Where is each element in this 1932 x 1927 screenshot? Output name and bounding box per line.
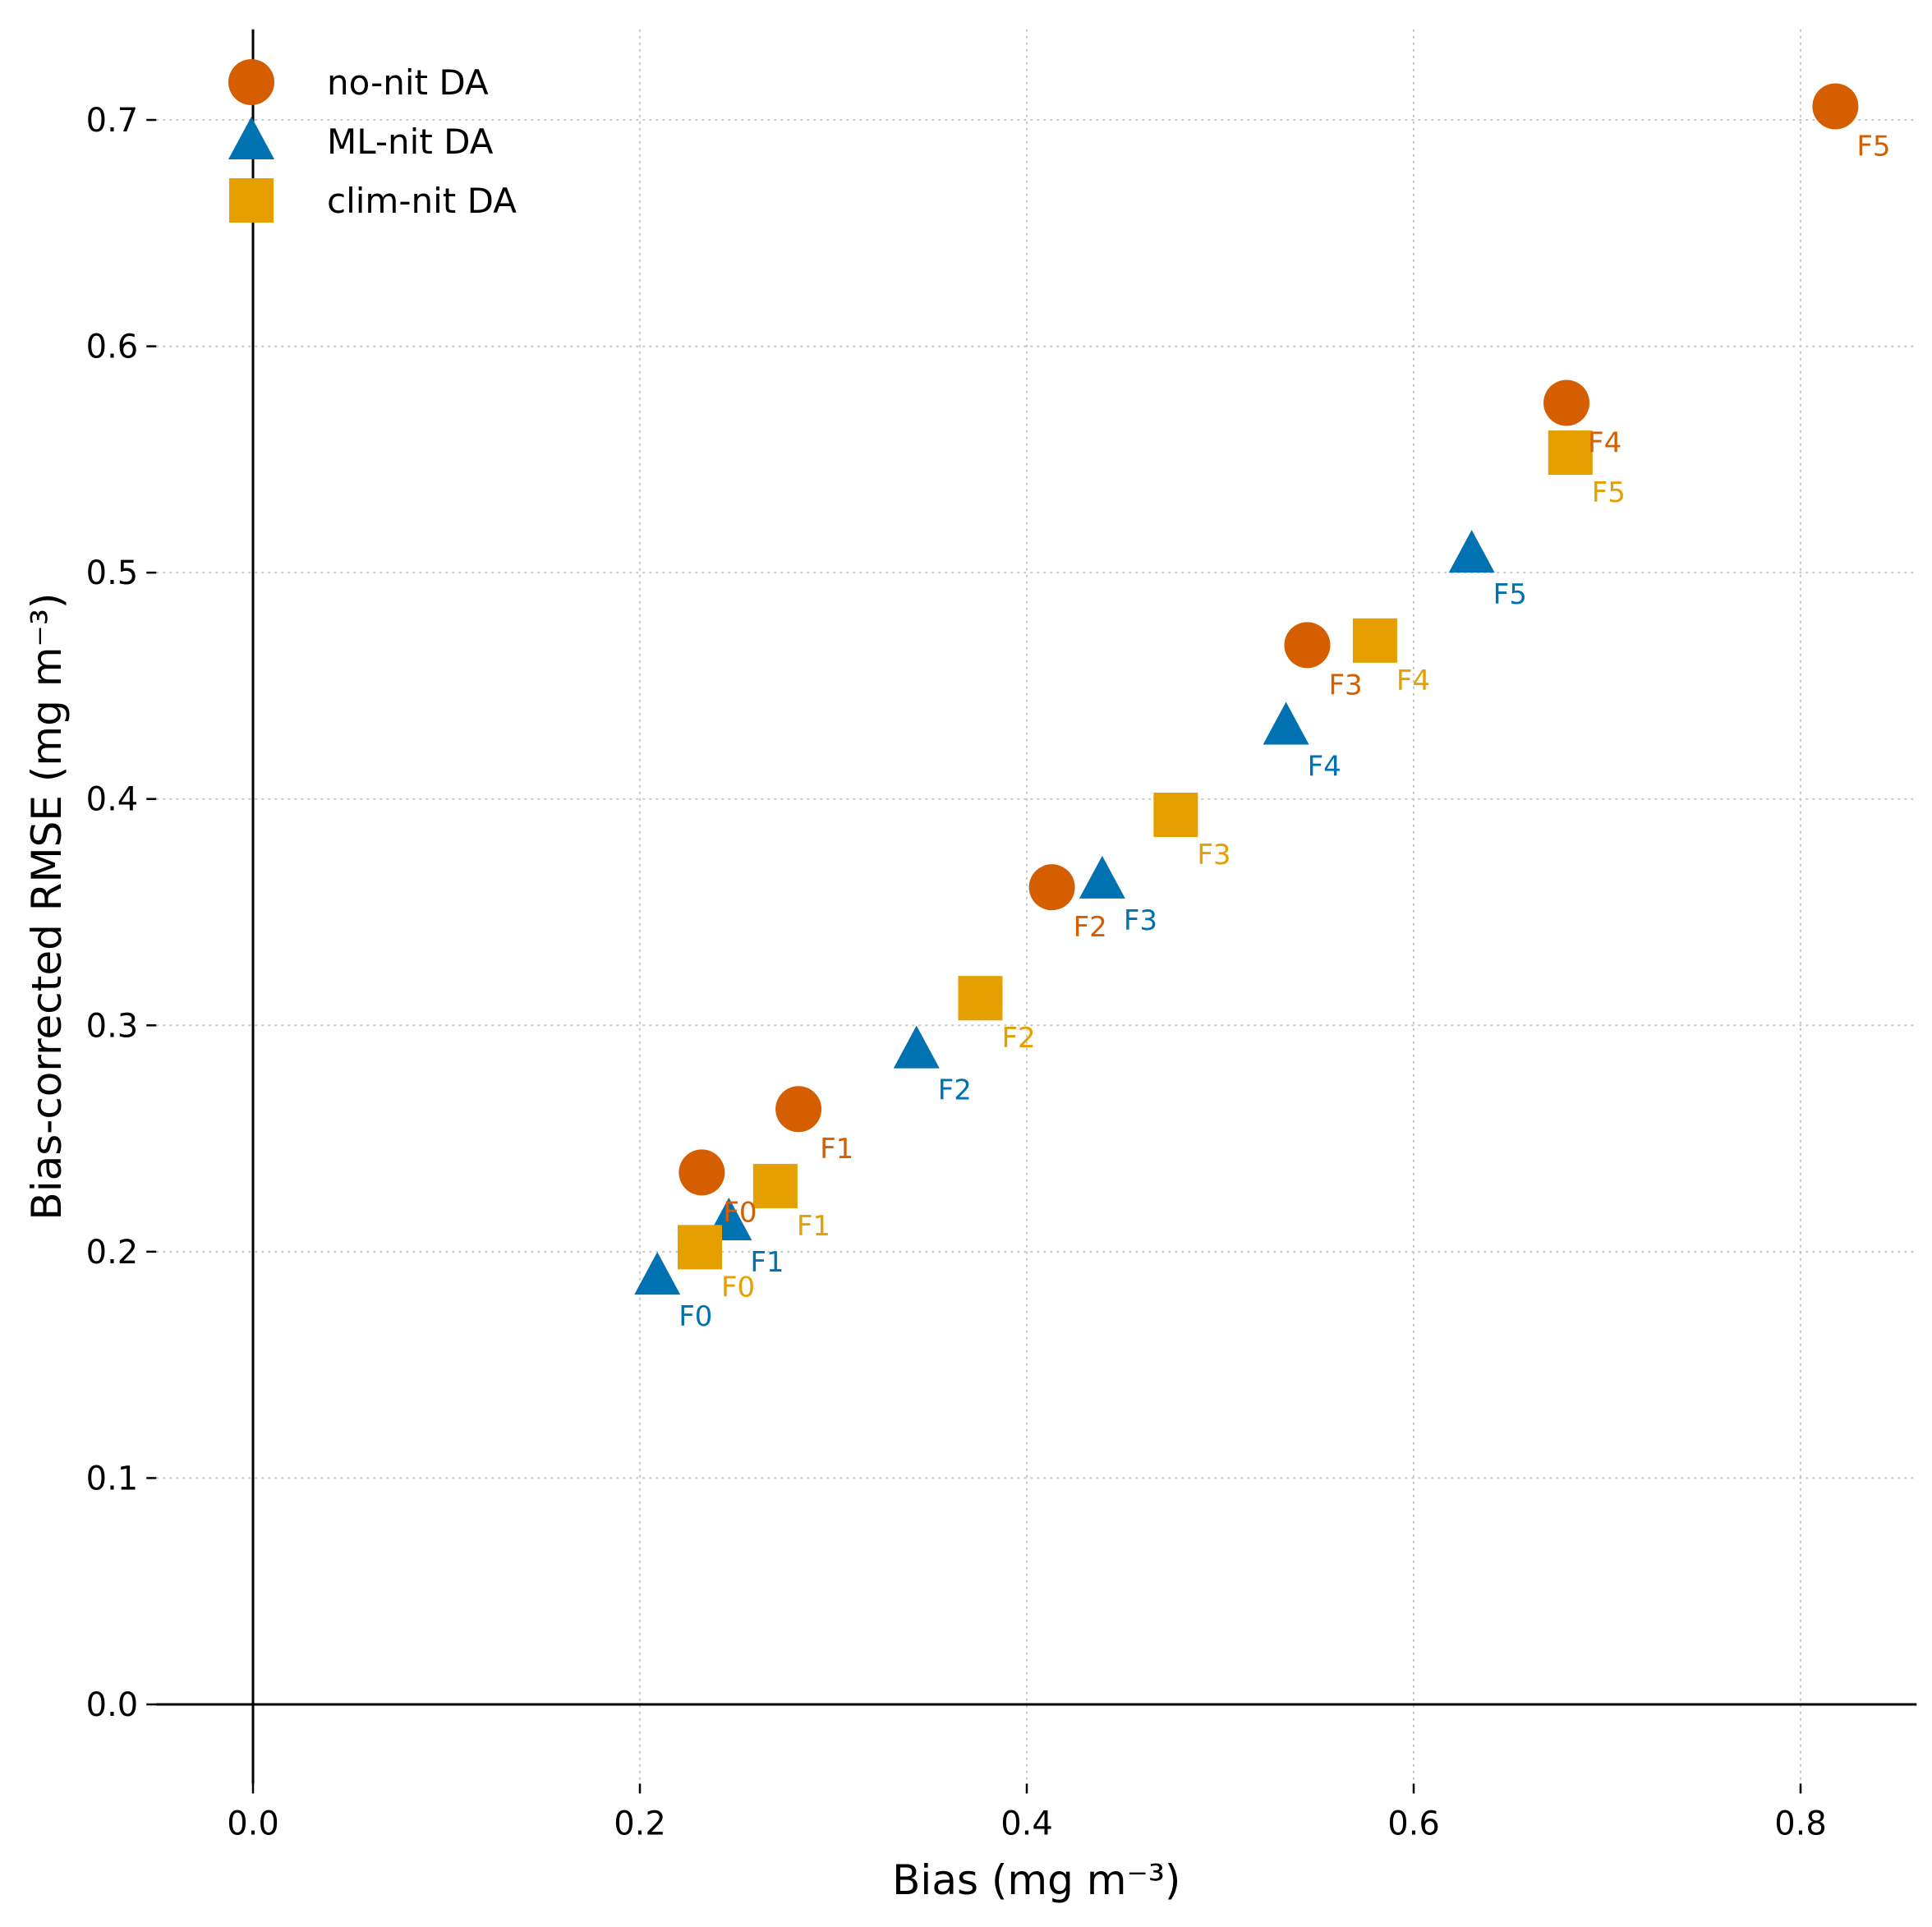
- data-point-circle: [1284, 622, 1331, 669]
- point-label: F5: [1856, 130, 1890, 163]
- data-point-square: [1548, 430, 1593, 476]
- point-label: F4: [1396, 665, 1430, 697]
- data-point-circle: [775, 1086, 822, 1133]
- grid-layer: [156, 29, 1917, 1784]
- y-tick-label: 0.0: [86, 1686, 139, 1724]
- point-label: F4: [1308, 751, 1341, 784]
- legend-label: no-nit DA: [327, 62, 489, 103]
- points-layer: [634, 83, 1859, 1295]
- data-point-triangle: [1079, 855, 1125, 899]
- legend-marker-square: [229, 178, 274, 223]
- point-label: F0: [721, 1271, 755, 1304]
- data-point-triangle: [1448, 530, 1495, 573]
- y-tick-label: 0.2: [86, 1234, 139, 1272]
- point-label: F1: [820, 1133, 853, 1166]
- y-axis-title: Bias-corrected RMSE (mg m⁻³): [23, 593, 71, 1221]
- legend-marker-circle: [228, 59, 274, 105]
- data-point-square: [1153, 793, 1198, 838]
- point-label: F3: [1328, 669, 1362, 701]
- point-label: F0: [678, 1300, 712, 1333]
- x-tick-label: 0.0: [227, 1805, 279, 1842]
- data-point-triangle: [893, 1025, 940, 1069]
- point-label: F3: [1197, 839, 1230, 872]
- x-tick-label: 0.4: [1000, 1805, 1053, 1842]
- point-label: F4: [1588, 426, 1622, 459]
- y-tick-label: 0.5: [86, 554, 139, 592]
- data-point-circle: [1543, 379, 1590, 426]
- point-label: F1: [797, 1210, 830, 1243]
- x-tick-label: 0.8: [1774, 1805, 1827, 1842]
- ticks-layer: 0.0 0.2 0.4 0.6 0.8 0.0 0.1 0.2 0.3 0.4 0.5 0.6 0.7: [86, 102, 1827, 1842]
- point-label: F3: [1124, 904, 1157, 937]
- y-tick-label: 0.4: [86, 781, 139, 819]
- data-point-circle: [1028, 864, 1075, 911]
- legend-label: ML-nit DA: [327, 122, 494, 162]
- data-point-circle: [678, 1149, 725, 1196]
- x-tick-label: 0.2: [614, 1805, 666, 1842]
- point-label: F2: [1001, 1022, 1035, 1055]
- data-point-triangle: [1263, 701, 1309, 745]
- data-point-circle: [1812, 83, 1859, 130]
- x-tick-label: 0.6: [1387, 1805, 1440, 1842]
- data-point-triangle: [634, 1252, 681, 1295]
- data-point-square: [752, 1163, 798, 1208]
- legend: no-nit DA ML-nit DA clim-nit DA: [228, 59, 517, 223]
- data-point-square: [958, 976, 1003, 1021]
- x-axis-title: Bias (mg m⁻³): [892, 1856, 1180, 1904]
- y-tick-label: 0.7: [86, 102, 139, 140]
- y-tick-label: 0.3: [86, 1007, 139, 1045]
- point-label: F2: [938, 1074, 972, 1107]
- point-label: F1: [750, 1246, 784, 1279]
- legend-label: clim-nit DA: [327, 181, 517, 221]
- point-label: F5: [1592, 476, 1626, 509]
- y-tick-label: 0.1: [86, 1460, 139, 1497]
- point-label: F2: [1074, 911, 1107, 944]
- point-label: F5: [1493, 578, 1527, 611]
- y-tick-label: 0.6: [86, 329, 139, 366]
- point-label: F0: [723, 1196, 757, 1229]
- data-point-square: [1352, 618, 1397, 663]
- data-point-square: [678, 1225, 723, 1270]
- axes-layer: [156, 29, 1917, 1784]
- legend-marker-triangle: [228, 117, 274, 159]
